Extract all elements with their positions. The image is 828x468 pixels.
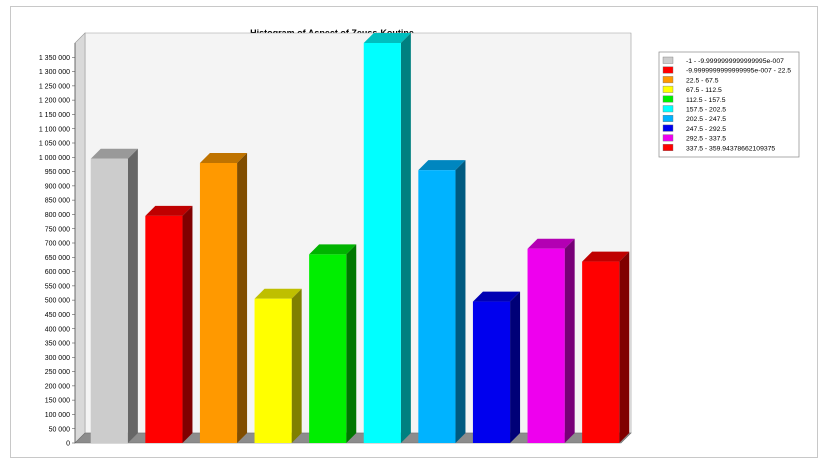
histogram-chart: Histogram of Aspect of Zeuss-Koutine 050… (39, 28, 800, 448)
bar-side-face (346, 244, 357, 443)
bar-front-face (582, 261, 620, 443)
plot-area: 0 50 000 100 000 150 000 200 000 250 000 300 0… (39, 32, 632, 448)
y-tick-label: 500 000 (45, 298, 70, 305)
bar (90, 148, 138, 443)
legend: -1 - -9.9999999999999995e-007 -9.99999999… (658, 51, 800, 158)
y-tick-label: 350 000 (45, 341, 70, 348)
y-tick-label: 50 000 (49, 426, 71, 433)
bar-side-face (619, 251, 630, 443)
y-tick-label: 1 150 000 (39, 112, 70, 119)
legend-swatch (662, 124, 674, 132)
legend-box (658, 51, 800, 158)
y-tick-label: 600 000 (45, 269, 70, 276)
bar-top-face (309, 244, 357, 255)
bar-side-face (291, 288, 302, 443)
legend-swatch (662, 144, 674, 152)
y-tick-label: 200 000 (45, 383, 70, 390)
y-tick-label: 1 200 000 (39, 98, 70, 105)
y-tick-label: 250 000 (45, 369, 70, 376)
bar-side-face (510, 291, 521, 443)
bar-front-face (90, 158, 128, 443)
bar-side-face (237, 153, 248, 443)
legend-label: 22.5 - 67.5 (686, 77, 719, 84)
bar-top-face (254, 288, 302, 299)
legend-label: 337.5 - 359.94378662109375 (686, 145, 775, 152)
y-tick-label: 100 000 (45, 412, 70, 419)
bar-front-face (527, 248, 565, 443)
bar (582, 251, 630, 443)
bar-front-face (309, 254, 347, 443)
y-tick-label: 1 050 000 (39, 141, 70, 148)
y-tick-label: 0 (66, 441, 70, 448)
legend-swatch (662, 76, 674, 84)
y-tick-label: 1 100 000 (39, 126, 70, 133)
legend-swatch (662, 85, 674, 93)
bar-top-face (199, 153, 248, 163)
bar-top-face (145, 205, 193, 216)
bar-top-face (527, 238, 575, 249)
y-tick-label: 1 300 000 (39, 69, 70, 76)
bar-side-face (455, 160, 466, 443)
y-tick-label: 850 000 (45, 198, 70, 205)
bar-front-face (145, 215, 183, 443)
bar-top-face (90, 148, 138, 159)
bar-side-face (127, 148, 138, 443)
legend-swatch (662, 114, 674, 122)
legend-label: 112.5 - 157.5 (686, 97, 726, 104)
y-tick-label: 400 000 (45, 326, 70, 333)
y-tick-label: 150 000 (45, 398, 70, 405)
bar (472, 291, 521, 443)
bar-side-face (564, 238, 575, 443)
y-tick-label: 900 000 (45, 183, 70, 190)
bar-top-face (418, 160, 466, 171)
bar-top-face (363, 33, 411, 43)
chart-frame: Histogram of Aspect of Zeuss-Koutine 050… (10, 6, 818, 458)
y-tick-label: 950 000 (45, 169, 70, 176)
legend-label: 67.5 - 112.5 (686, 87, 722, 94)
legend-label: 247.5 - 292.5 (686, 126, 726, 133)
bar-side-face (182, 205, 193, 443)
y-tick-label: 550 000 (45, 283, 70, 290)
bar-front-face (199, 163, 238, 443)
bar-front-face (363, 43, 401, 443)
bar (254, 288, 302, 443)
bar (309, 244, 357, 443)
legend-swatch (662, 105, 674, 113)
bar (199, 153, 248, 443)
bar-side-face (400, 33, 411, 443)
legend-swatch (662, 66, 674, 74)
y-tick-label: 300 000 (45, 355, 70, 362)
legend-label: 292.5 - 337.5 (686, 136, 726, 143)
bar-top-face (472, 291, 521, 302)
bar-front-face (472, 301, 511, 443)
bar (145, 205, 193, 443)
legend-swatch (662, 56, 674, 64)
bar-top-face (582, 251, 630, 262)
legend-label: 157.5 - 202.5 (686, 107, 726, 114)
plot-side-wall (74, 32, 86, 444)
bar (527, 238, 575, 443)
legend-swatch (662, 95, 674, 103)
bar-front-face (254, 298, 292, 443)
y-tick-label: 1 000 000 (39, 155, 70, 162)
bar (418, 160, 466, 443)
legend-label: -9.9999999999999995e-007 - 22.5 (686, 68, 791, 75)
bar (363, 33, 411, 443)
legend-label: -1 - -9.9999999999999995e-007 (686, 58, 784, 65)
y-tick-label: 700 000 (45, 241, 70, 248)
y-tick-label: 800 000 (45, 212, 70, 219)
y-tick-label: 650 000 (45, 255, 70, 262)
legend-swatch (662, 134, 674, 142)
y-tick-label: 1 350 000 (39, 55, 70, 62)
y-tick-label: 750 000 (45, 226, 70, 233)
y-tick-label: 1 250 000 (39, 83, 70, 90)
legend-label: 202.5 - 247.5 (686, 116, 726, 123)
bar-front-face (418, 170, 456, 443)
y-tick-label: 450 000 (45, 312, 70, 319)
